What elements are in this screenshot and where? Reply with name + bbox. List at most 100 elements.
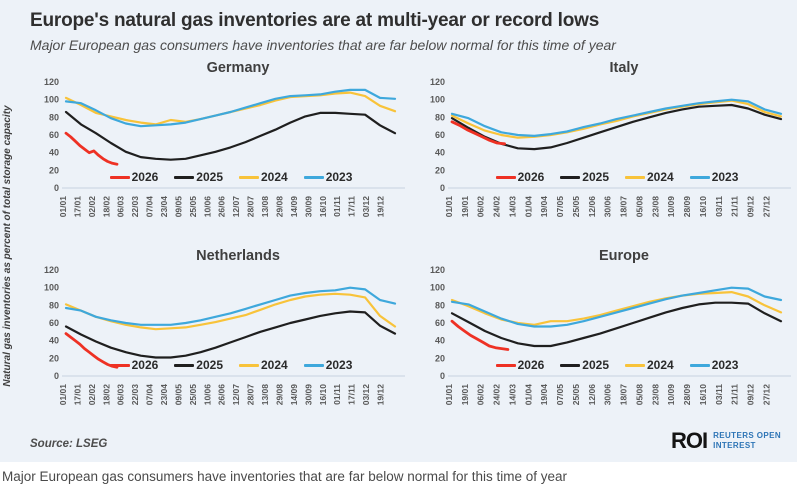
x-tick-label: 19/01: [460, 384, 470, 406]
x-tick-label: 28/09: [682, 384, 692, 406]
chart-panel-germany: Germany 0 20 40 60 80 100 120 01/01 17/01 02/02 18…: [24, 60, 410, 248]
series-line-2026: [64, 332, 119, 369]
legend-label: 2025: [582, 358, 609, 372]
x-tick-label: 27/12: [762, 384, 772, 406]
legend-line-swatch: [109, 363, 130, 367]
x-tick-label: 16/10: [698, 196, 708, 218]
x-tick-label: 05/08: [635, 384, 645, 406]
x-tick-label: 26/06: [217, 384, 227, 406]
y-tick-label: 100: [430, 95, 445, 105]
x-tick-label: 06/03: [116, 384, 126, 406]
series-line-2023: [450, 286, 783, 328]
x-tick-label: 10/09: [666, 384, 676, 406]
y-tick-label: 40: [435, 148, 445, 158]
legend-line-swatch: [560, 363, 581, 367]
x-tick-label: 09/05: [173, 196, 183, 218]
chart-legend: 2026 2025 2024 2023: [66, 170, 396, 184]
x-tick-label: 14/03: [508, 196, 518, 218]
y-tick-label: 20: [49, 165, 59, 175]
x-tick-label: 30/06: [603, 196, 613, 218]
x-tick-label: 09/12: [746, 196, 756, 218]
legend-item-2025: 2025: [560, 358, 609, 372]
x-tick-label: 07/05: [555, 384, 565, 406]
legend-item-2026: 2026: [495, 358, 544, 372]
legend-label: 2026: [131, 358, 159, 372]
x-tick-label: 01/04: [523, 384, 533, 406]
page-subtitle: Major European gas consumers have invent…: [30, 37, 616, 53]
legend-label: 2024: [261, 358, 288, 372]
legend-item-2026: 2026: [495, 170, 545, 184]
x-tick-label: 28/09: [682, 196, 692, 218]
x-tick-label: 03/12: [361, 196, 371, 218]
series-line-2025: [450, 301, 783, 348]
x-tick-label: 19/12: [376, 196, 386, 218]
x-tick-label: 12/06: [587, 384, 597, 406]
legend-label: 2026: [517, 170, 545, 184]
legend-line-swatch: [689, 175, 710, 179]
x-tick-label: 22/03: [130, 196, 140, 218]
source-label: Source:: [30, 438, 73, 450]
legend-label: 2023: [325, 358, 353, 372]
plot-area: 0 20 40 60 80 100 120 01/01 19/01 06/02 24/02 14/03…: [410, 76, 796, 244]
y-tick-label: 60: [49, 318, 59, 328]
x-tick-label: 23/08: [650, 384, 660, 406]
y-tick-label: 120: [430, 265, 445, 275]
x-tick-label: 21/11: [730, 196, 740, 217]
x-tick-label: 09/05: [173, 384, 183, 406]
x-tick-label: 24/02: [492, 196, 502, 218]
source-note: Source: LSEG: [30, 438, 107, 450]
series-line-2026: [64, 131, 119, 166]
plot-area: 0 20 40 60 80 100 120 01/01 17/01 02/02 18/02 06/03…: [24, 76, 410, 244]
x-tick-label: 19/01: [460, 196, 470, 218]
series-line-2025: [450, 103, 783, 151]
roi-logo-line1: REUTERS OPEN: [713, 430, 781, 440]
series-line-2025: [64, 310, 397, 359]
chart-title: Germany: [206, 60, 270, 76]
x-tick-label: 12/06: [587, 196, 597, 218]
x-tick-label: 26/06: [217, 196, 227, 218]
charts-grid: Germany 0 20 40 60 80 100 120 01/01 17/01 02/02 18…: [24, 60, 796, 436]
legend-line-swatch: [303, 363, 324, 367]
legend-item-2024: 2024: [625, 170, 674, 184]
x-tick-label: 09/12: [746, 384, 756, 406]
chart-title: Italy: [609, 60, 639, 76]
roi-logo: ROI REUTERS OPEN INTEREST: [671, 428, 781, 454]
x-tick-label: 03/12: [361, 384, 371, 406]
x-tick-label: 06/03: [116, 196, 126, 218]
x-tick-label: 22/03: [130, 384, 140, 406]
y-tick-label: 0: [440, 183, 445, 193]
x-tick-label: 01/11: [332, 384, 342, 405]
x-tick-label: 23/08: [650, 196, 660, 218]
x-tick-label: 19/04: [539, 384, 549, 406]
legend-label: 2025: [196, 358, 223, 372]
x-tick-label: 25/05: [188, 384, 198, 406]
y-tick-label: 60: [435, 318, 445, 328]
x-tick-label: 05/08: [635, 196, 645, 218]
legend-line-swatch: [625, 175, 645, 179]
y-tick-label: 20: [49, 353, 59, 363]
x-tick-label: 10/09: [666, 196, 676, 218]
legend-line-swatch: [495, 363, 516, 367]
legend-item-2023: 2023: [303, 358, 353, 372]
y-tick-label: 0: [440, 371, 445, 381]
x-tick-label: 18/02: [101, 384, 111, 406]
legend-line-swatch: [109, 175, 130, 179]
chart-legend: 2026 2025 2024 2023: [452, 170, 782, 184]
chart-title: Netherlands: [196, 248, 280, 264]
legend-item-2024: 2024: [625, 358, 674, 372]
y-tick-label: 40: [49, 148, 59, 158]
x-tick-label: 30/06: [603, 384, 613, 406]
x-tick-label: 14/09: [289, 384, 299, 406]
x-tick-label: 12/07: [231, 196, 241, 218]
x-tick-label: 17/01: [72, 384, 82, 406]
x-tick-label: 28/07: [246, 196, 256, 218]
x-tick-label: 27/12: [762, 196, 772, 218]
series-line-2023: [450, 98, 783, 138]
series-line-2024: [450, 291, 783, 326]
legend-item-2025: 2025: [560, 170, 609, 184]
legend-line-swatch: [625, 363, 645, 367]
x-tick-label: 17/01: [72, 196, 82, 218]
y-tick-label: 100: [44, 283, 59, 293]
x-tick-label: 24/02: [492, 384, 502, 406]
y-tick-label: 20: [435, 165, 445, 175]
